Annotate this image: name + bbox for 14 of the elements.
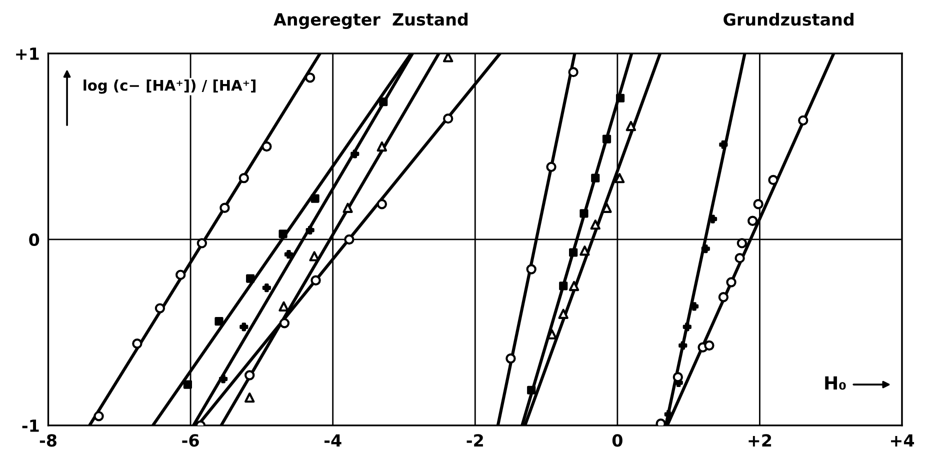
x-tick-label: -8: [40, 434, 56, 447]
text: Angeregter Zustand: [274, 12, 468, 30]
y-axis-title: log (c− [HA⁺]) / [HA⁺]: [84, 80, 256, 94]
y-tick-label: +1: [16, 48, 39, 60]
x-tick-label: +2: [748, 434, 772, 446]
y-tick-label: 0: [29, 233, 40, 246]
x-tick-label: 0: [612, 434, 622, 447]
x-tick-label: -2: [466, 434, 483, 446]
text: Grundzustand: [724, 12, 854, 26]
x-tick-label: -4: [324, 434, 342, 446]
x-axis-title: H₀: [825, 376, 846, 390]
x-tick-label: -6: [182, 434, 199, 447]
y-tick-label: -1: [22, 420, 39, 432]
x-tick-label: +4: [891, 434, 914, 446]
